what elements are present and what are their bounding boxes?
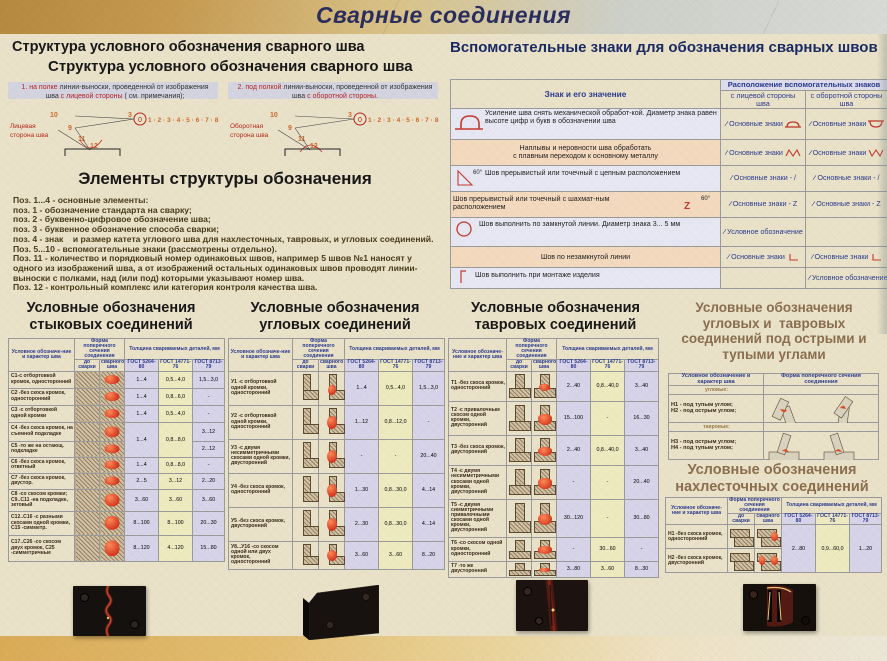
svg-text:3: 3 — [348, 112, 352, 119]
svg-text:60°: 60° — [701, 196, 711, 202]
svg-text:1 · 2 · 3 · 4 · 5 · 6 · 7 · 8: 1 · 2 · 3 · 4 · 5 · 6 · 7 · 8 — [148, 117, 219, 124]
svg-text:10: 10 — [270, 112, 278, 119]
svg-text:60°: 60° — [473, 170, 483, 176]
svg-text:10: 10 — [50, 112, 58, 119]
svg-text:9: 9 — [288, 125, 292, 132]
svg-text:Оборотная: Оборотная — [230, 122, 264, 130]
svg-text:сторона шва: сторона шва — [230, 132, 269, 139]
svg-text:сторона шва: сторона шва — [10, 132, 49, 139]
svg-text:1 · 2 · 3 · 4 · 5 · 6 · 7 · 8: 1 · 2 · 3 · 4 · 5 · 6 · 7 · 8 — [368, 117, 439, 124]
svg-text:9: 9 — [68, 125, 72, 132]
svg-text:0: 0 — [138, 117, 142, 124]
svg-text:Лицевая: Лицевая — [10, 123, 36, 130]
svg-text:Z: Z — [684, 201, 690, 212]
svg-text:3: 3 — [128, 112, 132, 119]
svg-text:0: 0 — [358, 117, 362, 124]
